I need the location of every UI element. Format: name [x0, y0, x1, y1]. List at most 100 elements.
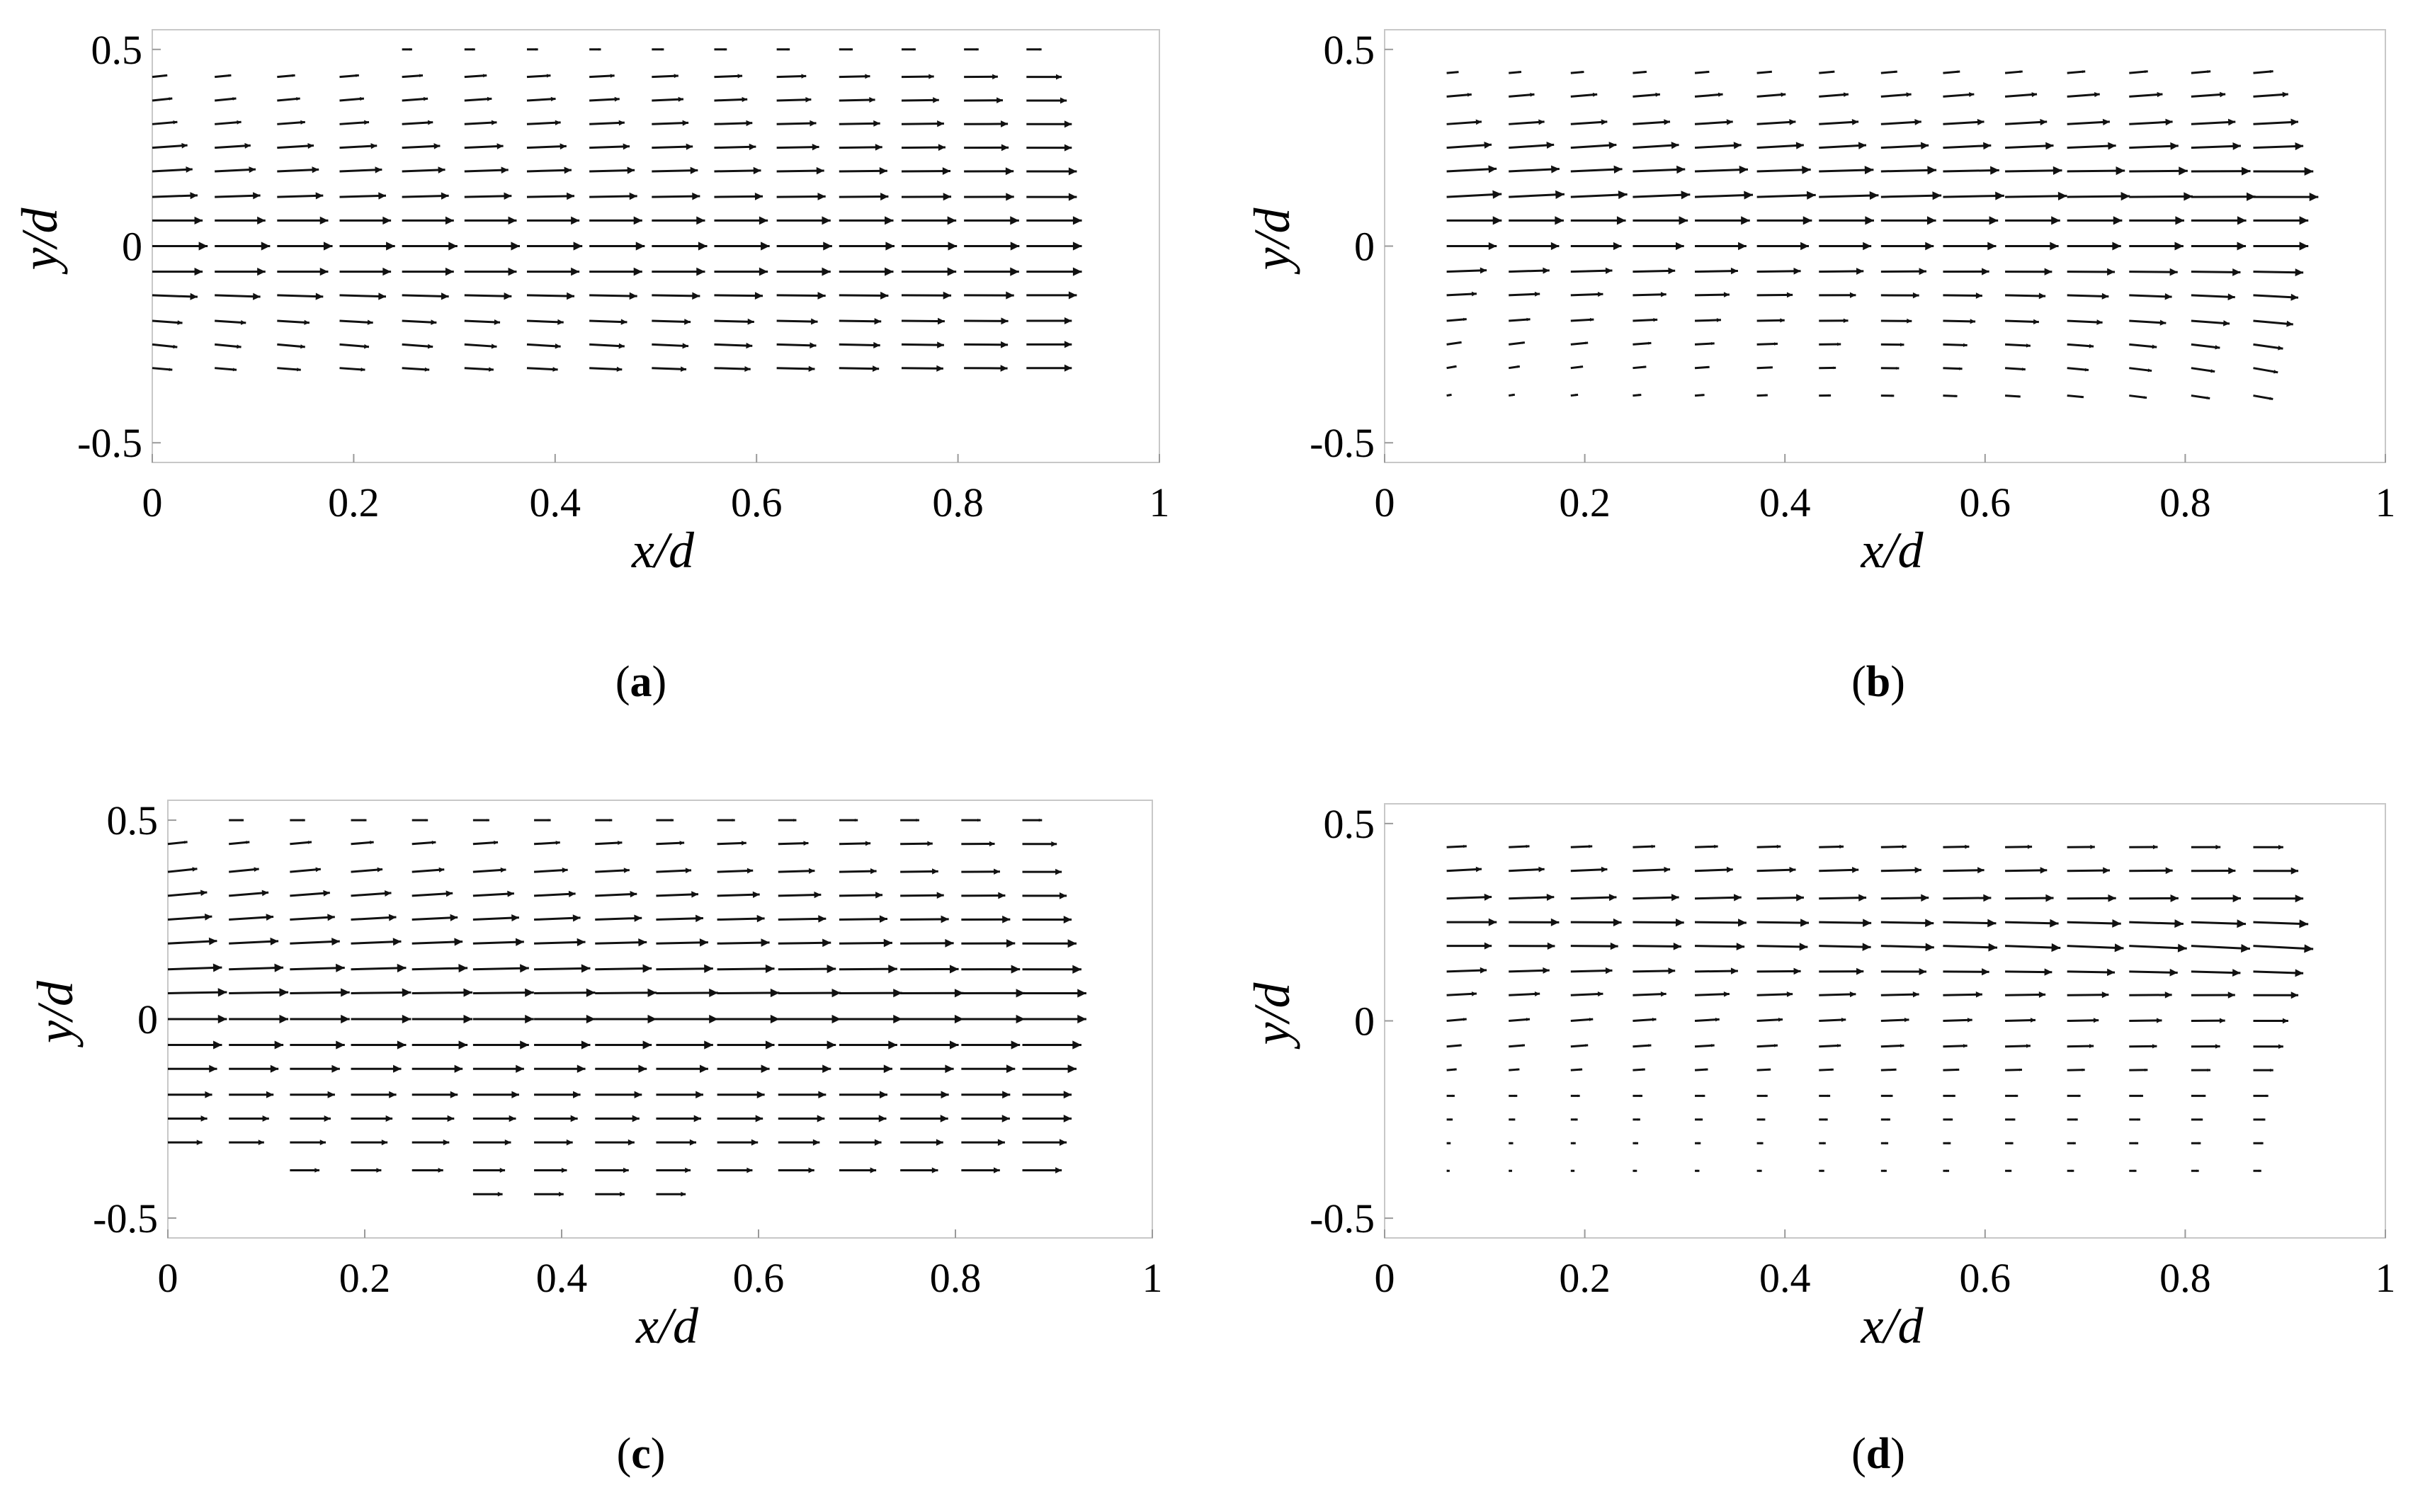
velocity-vector-a: [465, 268, 517, 276]
velocity-vector-d: [1819, 968, 1863, 975]
vector-head-b: [1995, 191, 2004, 200]
velocity-vector-a: [902, 193, 951, 200]
vector-head-c: [803, 841, 808, 846]
vector-head-b: [2237, 241, 2247, 250]
vector-head-a: [1064, 317, 1072, 324]
velocity-vector-d: [2005, 894, 2053, 902]
velocity-vector-a: [964, 167, 1014, 175]
velocity-vector-b: [1757, 268, 1801, 275]
vector-head-b: [1609, 142, 1617, 149]
velocity-vector-b: [2191, 193, 2256, 201]
vector-head-b: [2113, 216, 2123, 224]
vector-head-c: [761, 938, 769, 947]
velocity-vector-b: [1633, 394, 1641, 396]
velocity-vector-a: [964, 317, 1008, 324]
vector-head-c: [573, 914, 581, 921]
vector-head-d: [2215, 845, 2220, 849]
vector-head-c: [1051, 841, 1057, 847]
vector-head-a: [492, 343, 497, 348]
vector-head-c: [1006, 939, 1015, 948]
vector-head-c: [704, 965, 713, 973]
velocity-vector-c: [900, 892, 944, 899]
velocity-vector-d: [1571, 1118, 1578, 1120]
vector-head-c: [884, 1064, 892, 1073]
x-tick-label-b: 0.4: [1759, 479, 1811, 525]
vector-head-c: [1002, 916, 1010, 923]
vector-head-d: [1800, 919, 1809, 926]
velocity-vector-b: [1447, 71, 1459, 73]
vector-head-b: [2160, 320, 2167, 326]
velocity-vector-a: [527, 241, 582, 250]
velocity-vector-a: [402, 319, 437, 325]
x-tick-label-c: 0.2: [339, 1255, 391, 1301]
velocity-vector-b: [2129, 396, 2147, 399]
vector-head-c: [742, 841, 746, 845]
vector-head-d: [1965, 845, 1969, 849]
velocity-vector-b: [1819, 216, 1874, 224]
velocity-vector-c: [778, 965, 836, 973]
velocity-vector-b: [2005, 192, 2067, 200]
vector-head-a: [316, 292, 324, 300]
vector-head-c: [525, 989, 534, 997]
vector-head-b: [2053, 166, 2062, 175]
velocity-vector-c: [168, 889, 207, 896]
vector-head-b: [1781, 92, 1785, 96]
vector-head-d: [2108, 894, 2116, 902]
x-tick-label-d: 0.8: [2159, 1255, 2211, 1301]
caption-a-open: (: [615, 658, 630, 706]
vector-head-a: [929, 74, 933, 79]
velocity-vector-c: [656, 819, 674, 822]
velocity-vector-b: [1447, 93, 1472, 97]
vector-head-d: [1715, 1018, 1720, 1021]
vector-head-b: [2310, 193, 2319, 201]
vector-head-b: [1856, 268, 1863, 275]
velocity-vector-c: [412, 1065, 462, 1073]
vector-head-a: [809, 366, 815, 372]
velocity-vector-d: [2253, 1018, 2288, 1024]
velocity-vector-a: [964, 74, 998, 79]
vector-head-d: [2233, 894, 2241, 902]
velocity-vector-d: [2005, 1118, 2015, 1120]
velocity-vector-c: [778, 915, 827, 923]
vector-head-a: [754, 167, 761, 174]
velocity-vector-c: [351, 868, 383, 872]
vector-head-c: [201, 1115, 208, 1122]
velocity-vector-c: [534, 868, 568, 872]
vector-head-c: [336, 964, 345, 972]
vector-head-a: [873, 342, 880, 348]
velocity-vector-b: [1571, 292, 1603, 297]
velocity-vector-c: [473, 868, 506, 872]
velocity-vector-b: [1943, 119, 1984, 125]
velocity-vector-c: [900, 916, 949, 923]
velocity-vector-a: [339, 74, 358, 77]
vector-head-a: [253, 293, 261, 300]
velocity-vector-a: [589, 193, 637, 200]
vector-head-a: [445, 217, 454, 224]
vector-head-b: [1601, 119, 1608, 125]
vector-head-c: [463, 988, 472, 996]
vector-head-d: [2299, 919, 2308, 928]
velocity-vector-b: [2253, 268, 2303, 276]
vector-head-a: [1060, 98, 1067, 104]
velocity-vector-b: [1571, 142, 1617, 149]
vector-head-b: [2039, 292, 2045, 299]
velocity-vector-b: [1509, 216, 1564, 224]
velocity-vector-d: [2067, 969, 2115, 977]
velocity-vector-d: [1447, 919, 1497, 926]
velocity-vector-d: [2129, 1018, 2162, 1023]
velocity-vector-a: [339, 97, 363, 101]
y-tick-label-d: -0.5: [1310, 1195, 1375, 1241]
vector-head-b: [1480, 268, 1487, 274]
velocity-vector-b: [1819, 191, 1878, 200]
vector-shaft-d: [2253, 946, 2313, 949]
vector-head-a: [504, 193, 511, 200]
velocity-vector-c: [290, 1091, 335, 1098]
vector-head-a: [885, 268, 893, 276]
vector-head-b: [2300, 216, 2309, 224]
velocity-vector-a: [215, 241, 270, 250]
velocity-vector-c: [961, 1139, 1005, 1146]
velocity-vector-c: [961, 1167, 999, 1173]
vector-head-a: [1064, 365, 1072, 372]
vector-head-d: [1734, 894, 1742, 901]
velocity-vector-b: [2129, 368, 2152, 373]
